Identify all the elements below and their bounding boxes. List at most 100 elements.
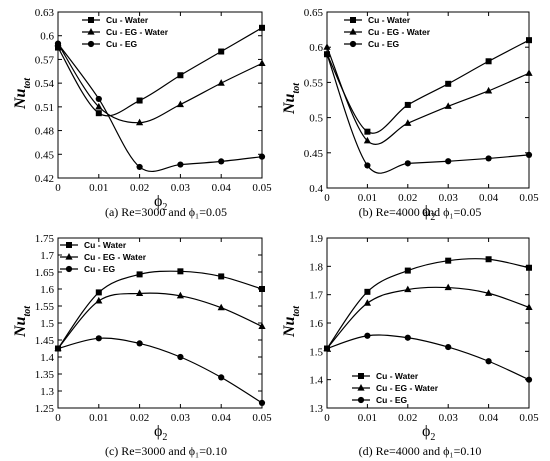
data-point-square: [364, 128, 371, 135]
data-point-square: [485, 256, 492, 263]
x-axis-label: ϕ2: [154, 193, 167, 213]
data-point-triangle: [525, 303, 533, 311]
data-point-square: [259, 24, 265, 31]
x-tick-label: 0.02: [130, 182, 149, 194]
x-axis-label-main: ϕ: [422, 203, 430, 220]
panel-caption: (a) Re=3000 and ϕ₁=0.05: [105, 205, 227, 219]
data-point-triangle: [258, 59, 266, 66]
legend-marker-circle: [87, 40, 95, 48]
x-tick-label: 0: [324, 412, 330, 424]
data-point-circle: [258, 399, 266, 406]
data-point-triangle: [258, 322, 266, 329]
x-axis-label-sub: 2: [430, 212, 435, 223]
data-point-circle: [54, 40, 62, 47]
y-tick-label: 1.75: [35, 233, 55, 245]
y-tick-label: 0.65: [304, 7, 324, 19]
x-tick-label: 0.05: [519, 412, 539, 424]
panel-caption: (b) Re=4000 and ϕ₁=0.05: [359, 205, 482, 219]
y-tick-label: 1.3: [309, 403, 323, 415]
y-tick-label: 0.51: [35, 102, 54, 114]
y-tick-label: 0.4: [309, 183, 323, 195]
x-tick-label: 0.02: [398, 192, 417, 204]
y-axis-label-main: Nu: [12, 88, 29, 110]
x-tick-label: 0: [55, 182, 61, 194]
y-tick-label: 1.5: [309, 346, 323, 358]
data-point-triangle: [404, 119, 412, 126]
x-axis-label-sub: 2: [162, 202, 167, 213]
y-tick-label: 1.6: [309, 318, 323, 330]
panel-caption: (c) Re=3000 and ϕ₁=0.10: [105, 444, 227, 458]
legend-label: Cu - Water: [84, 240, 127, 250]
data-point-triangle: [95, 102, 103, 110]
legend-marker-triangle: [65, 253, 73, 260]
data-point-triangle: [485, 289, 493, 296]
legend-label: Cu - EG - Water: [368, 27, 431, 37]
x-axis-label: ϕ2: [422, 423, 435, 443]
data-point-square: [364, 288, 371, 295]
chart-panel-2: 0.4 0.45 0.5 0.55 0.6 0.65 0 0.01 0.02 0.03 0.04 0.…: [281, 7, 539, 223]
legend-label: Cu - Water: [376, 371, 419, 381]
data-point-triangle: [404, 285, 412, 293]
y-tick-label: 0.55: [304, 77, 324, 89]
y-axis-label-main: Nu: [12, 316, 29, 338]
y-axis-label-sub: tot: [22, 305, 33, 317]
y-tick-label: 0.48: [35, 126, 55, 138]
x-tick-label: 0.03: [171, 412, 191, 424]
chart-panel-4: 1.3 1.4 1.5 1.6 1.7 1.8 1.9 0 0.01 0.02 0.03 0.04 0.…: [281, 233, 539, 458]
y-axis-label-sub: tot: [22, 77, 33, 89]
data-point-circle: [177, 353, 184, 361]
y-tick-label: 1.45: [35, 335, 55, 347]
y-tick-label: 1.25: [35, 403, 55, 415]
y-axis-label: Nutot: [281, 82, 302, 115]
plot-frame: [326, 11, 530, 189]
y-tick-label: 0.54: [35, 78, 55, 90]
data-point-triangle: [217, 303, 225, 311]
legend-marker-square: [88, 17, 94, 23]
y-axis-label: Nutot: [281, 305, 302, 338]
data-point-square: [95, 289, 102, 296]
x-axis-label-main: ϕ: [154, 423, 162, 440]
data-point-square: [404, 267, 411, 274]
legend-label: Cu - EG: [368, 39, 400, 49]
x-axis-label: ϕ2: [154, 423, 167, 443]
chart-panel-1: 0.42 0.45 0.48 0.51 0.54 0.57 0.6 0.63 0 0.01 0.02…: [12, 7, 272, 219]
legend-label: Cu - Water: [368, 15, 411, 25]
y-tick-label: 1.35: [35, 369, 55, 381]
legend-label: Cu - EG: [106, 39, 138, 49]
data-point-circle: [218, 374, 225, 381]
legend-label: Cu - EG - Water: [106, 27, 169, 37]
panel-caption: (d) Re=4000 and ϕ₁=0.10: [359, 444, 482, 458]
legend-label: Cu - Water: [106, 15, 149, 25]
data-point-circle: [323, 345, 331, 352]
data-point-circle: [54, 345, 62, 352]
series-line-circle: [57, 43, 263, 172]
x-tick-label: 0.02: [130, 412, 149, 424]
x-tick-label: 0.03: [439, 192, 459, 204]
series-line-square: [326, 258, 530, 349]
data-point-circle: [136, 163, 143, 171]
data-point-circle: [95, 95, 102, 103]
series-line-triangle: [326, 46, 530, 145]
data-point-circle: [95, 335, 102, 342]
y-tick-label: 1.65: [35, 267, 55, 279]
data-point-circle: [218, 158, 225, 165]
x-tick-label: 0.04: [479, 192, 499, 204]
data-point-square: [445, 80, 452, 87]
x-tick-label: 0.04: [479, 412, 499, 424]
y-tick-label: 1.4: [40, 352, 54, 364]
x-tick-label: 0.05: [252, 412, 272, 424]
x-tick-label: 0.01: [89, 412, 108, 424]
data-point-square: [95, 110, 102, 117]
x-axis-label-main: ϕ: [154, 193, 162, 210]
y-tick-label: 1.55: [35, 301, 55, 313]
data-point-square: [404, 101, 411, 108]
y-tick-label: 1.8: [309, 261, 323, 273]
x-tick-label: 0.04: [212, 182, 232, 194]
data-point-square: [136, 271, 143, 278]
x-tick-label: 0: [324, 192, 330, 204]
x-tick-label: 0.05: [519, 192, 539, 204]
y-tick-label: 1.3: [40, 386, 54, 398]
legend-marker-circle: [65, 265, 73, 273]
data-point-circle: [525, 151, 533, 159]
